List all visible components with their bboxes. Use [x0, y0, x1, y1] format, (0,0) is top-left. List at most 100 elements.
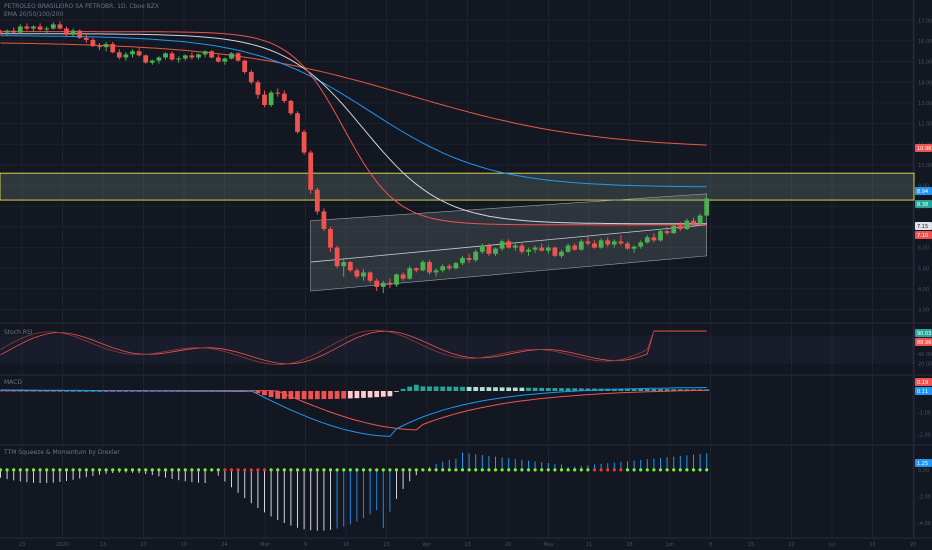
- ttm-squeeze-dot: [190, 468, 194, 472]
- macd-histogram-bar: [427, 386, 432, 391]
- candle-body: [308, 152, 314, 190]
- time-axis-label: 11: [586, 542, 592, 548]
- price-tick-label: 5.00: [918, 266, 929, 272]
- macd-histogram-bar: [539, 387, 545, 391]
- price-tick-label: 14.00: [918, 80, 932, 86]
- time-axis-label: 13: [100, 542, 106, 548]
- macd-histogram-bar: [565, 388, 571, 391]
- macd-histogram-bar: [585, 388, 591, 391]
- candle-body: [671, 225, 677, 234]
- macd-histogram-bar: [400, 388, 406, 391]
- candle-body: [658, 231, 663, 241]
- candle-body: [295, 113, 300, 132]
- ttm-squeeze-dot: [256, 468, 260, 472]
- ema20-line: [0, 31, 707, 226]
- macd-histogram-bar: [328, 391, 333, 399]
- ttm-squeeze-dot: [243, 468, 247, 472]
- candle-body: [17, 26, 23, 33]
- macd-histogram-bar: [301, 391, 307, 400]
- ema50-line: [0, 33, 707, 225]
- candle-body: [479, 245, 485, 252]
- ttm-tick-label: 0.00: [918, 468, 929, 474]
- price-tick-label: 10.00: [918, 163, 932, 169]
- stoch-badge-label: 88.96: [917, 340, 931, 346]
- time-axis-label: 23: [383, 542, 389, 548]
- price-tick-label: 4.00: [918, 287, 929, 293]
- candle-body: [618, 241, 624, 244]
- candle-body: [328, 229, 333, 248]
- candle-body: [44, 28, 50, 30]
- ttm-squeeze-dot: [388, 468, 392, 472]
- ttm-squeeze-label: TTM Squeeze & Momentum by Drexler: [4, 449, 120, 456]
- candle-body: [97, 46, 102, 48]
- ttm-squeeze-dot: [276, 468, 280, 472]
- time-axis-label: 16: [343, 542, 349, 548]
- ttm-squeeze-dot: [566, 468, 570, 472]
- macd-histogram-bar: [506, 387, 512, 391]
- ttm-squeeze-dot: [31, 468, 36, 472]
- macd-histogram-bar: [479, 387, 485, 391]
- ttm-squeeze-dot: [322, 468, 326, 472]
- candle-body: [169, 53, 175, 60]
- resistance-zone: [0, 172, 915, 201]
- candle-body: [664, 231, 670, 234]
- candle-body: [625, 243, 630, 249]
- macd-histogram-bar: [103, 391, 109, 392]
- time-axis-label: 18: [626, 542, 632, 548]
- macd-histogram-bar: [420, 386, 426, 391]
- ttm-squeeze-dot: [520, 468, 524, 472]
- ttm-squeeze-dot: [361, 468, 366, 472]
- macd-histogram-bar: [361, 391, 366, 398]
- macd-histogram-bar: [664, 389, 670, 391]
- candle-body: [519, 245, 525, 252]
- candle-body: [592, 243, 597, 248]
- candle-body: [31, 26, 36, 29]
- candle-body: [420, 262, 426, 271]
- candle-body: [361, 272, 366, 277]
- ttm-squeeze-dot: [111, 468, 115, 472]
- candle-body: [275, 92, 281, 94]
- candle-body: [281, 93, 287, 101]
- candle-body: [116, 52, 122, 58]
- time-axis-label: Mar: [260, 542, 270, 548]
- ttm-squeeze-dot: [500, 468, 504, 472]
- candle-body: [262, 94, 267, 105]
- macd-histogram-bar: [262, 391, 267, 396]
- candle-body: [215, 57, 221, 62]
- candle-body: [156, 57, 162, 61]
- ttm-squeeze-dot: [45, 468, 49, 472]
- ttm-squeeze-dot: [295, 468, 300, 472]
- candle-body: [209, 51, 215, 58]
- macd-histogram-bar: [314, 391, 320, 400]
- macd-histogram-bar: [255, 391, 261, 394]
- macd-histogram-bar: [433, 386, 439, 391]
- ttm-squeeze-dot: [196, 468, 201, 472]
- macd-histogram-bar: [512, 387, 518, 391]
- ttm-squeeze-dot: [210, 468, 214, 472]
- candle-body: [176, 58, 182, 60]
- macd-histogram-bar: [493, 387, 498, 391]
- price-badge-label: 8.38: [917, 202, 928, 208]
- macd-histogram-bar: [123, 391, 129, 392]
- macd-histogram-bar: [466, 386, 472, 391]
- price-badge-label: 7.15: [917, 224, 928, 230]
- candle-body: [182, 55, 188, 59]
- ttm-squeeze-dot: [177, 468, 181, 472]
- ttm-squeeze-dot: [513, 468, 517, 472]
- candle-body: [83, 37, 89, 40]
- macd-histogram-bar: [644, 388, 650, 391]
- ttm-squeeze-dot: [698, 468, 702, 472]
- chart-title: PETROLEO BRASILEIRO SA PETROBR, 1D, Cboe…: [4, 3, 160, 10]
- macd-histogram-bar: [684, 389, 690, 391]
- macd-histogram-bar: [446, 386, 452, 391]
- ttm-squeeze-dot: [645, 468, 649, 472]
- candle-body: [64, 28, 69, 35]
- stoch-d-line: [0, 330, 707, 365]
- ema200-line: [0, 42, 707, 146]
- candle-body: [341, 262, 347, 267]
- ttm-squeeze-dot: [672, 468, 676, 472]
- candle-body: [473, 251, 479, 260]
- macd-histogram-bar: [638, 388, 644, 391]
- macd-histogram-bar: [110, 391, 116, 392]
